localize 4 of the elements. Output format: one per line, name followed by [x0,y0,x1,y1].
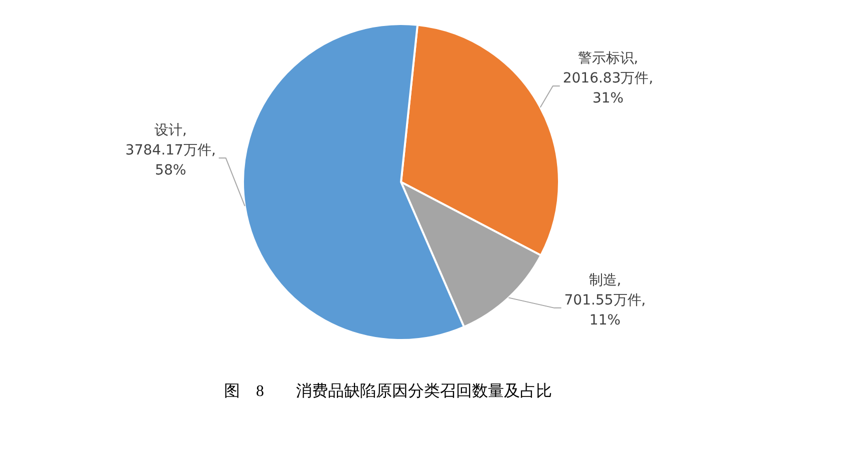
slice-label: 警示标识, 2016.83万件, 31% [562,50,654,107]
slice-label: 制造, 701.55万件, 11% [564,272,646,329]
slice-label: 设计, 3784.17万件, 58% [125,122,216,179]
text: 图 8 消费品缺陷原因分类召回数量及占比 [223,382,553,402]
